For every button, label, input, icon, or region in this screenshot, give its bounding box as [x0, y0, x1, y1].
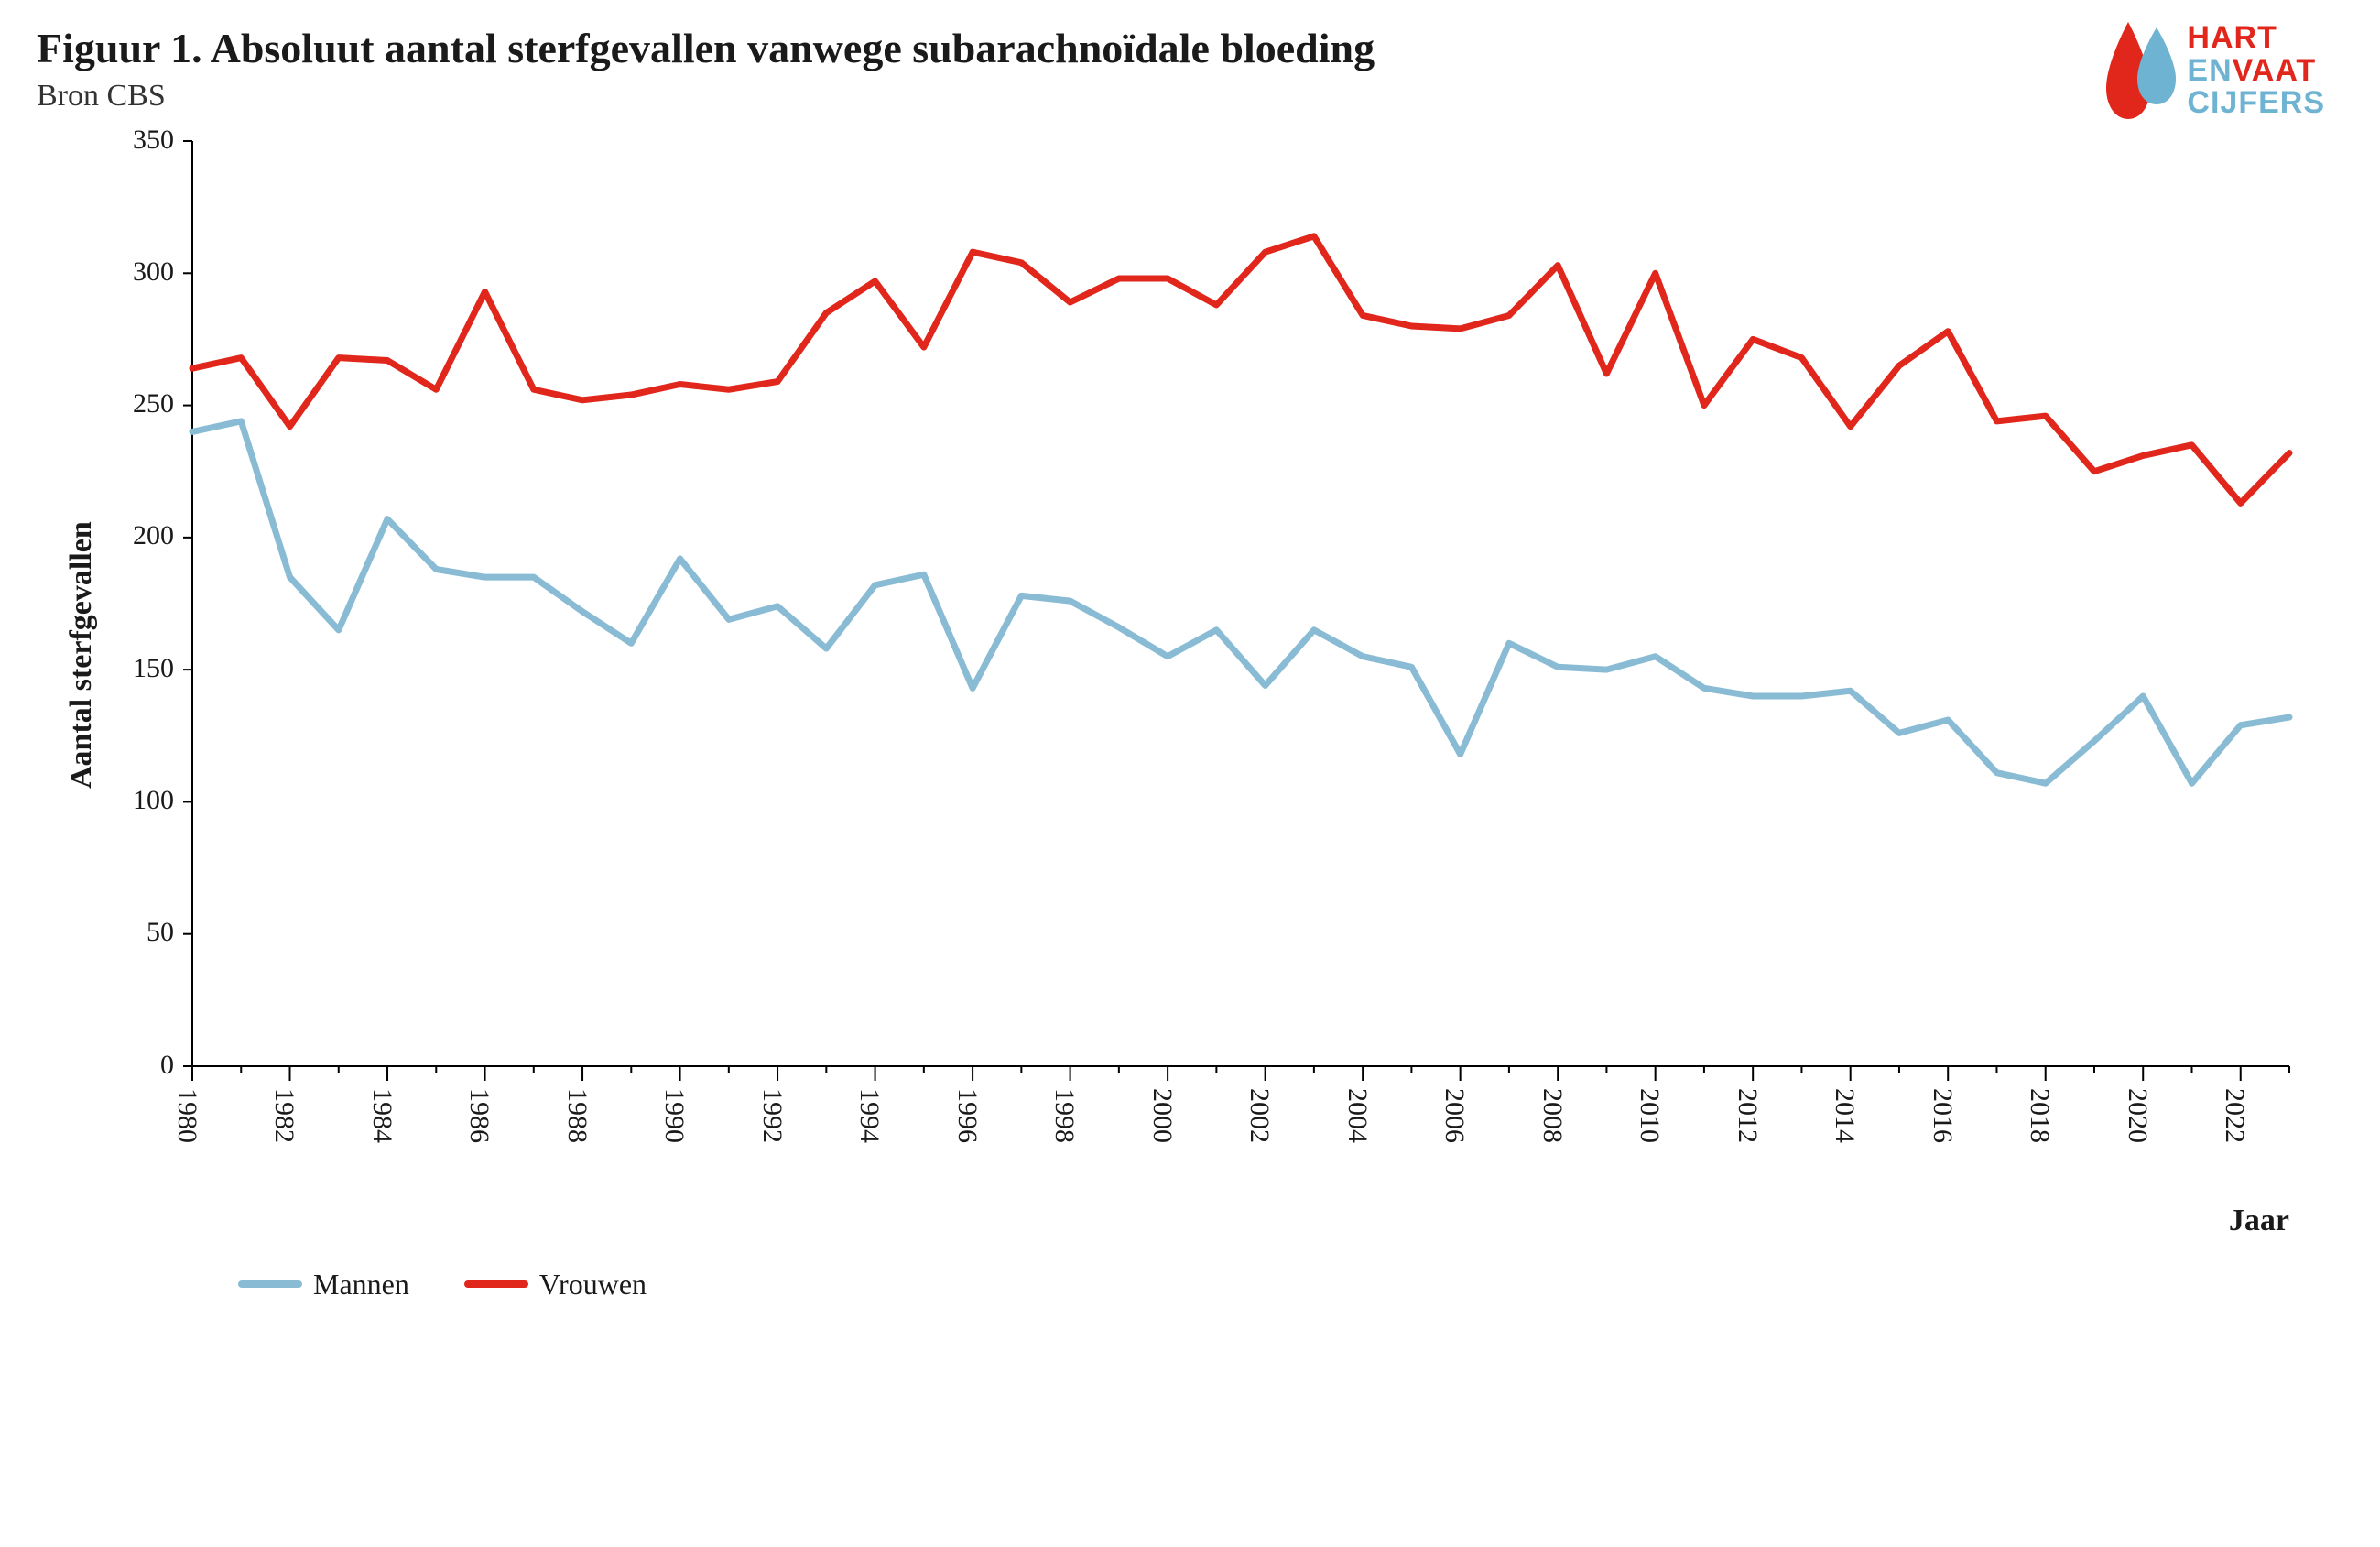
x-tick-label: 2004 [1342, 1088, 1373, 1143]
y-tick-label: 150 [101, 653, 174, 684]
y-tick-label: 200 [101, 520, 174, 551]
figure-page: Figuur 1. Absoluut aantal sterfgevallen … [0, 0, 2380, 1547]
x-tick-label: 1994 [853, 1088, 885, 1143]
x-tick-label: 2002 [1244, 1088, 1275, 1143]
x-tick-label: 2010 [1634, 1088, 1665, 1143]
x-tick-label: 2022 [2219, 1088, 2250, 1143]
y-tick-label: 50 [101, 917, 174, 948]
y-axis-label: Aantal sterfgevallen [64, 521, 99, 789]
legend-item-vrouwen: Vrouwen [464, 1268, 647, 1302]
x-tick-label: 1988 [561, 1088, 592, 1143]
legend: Mannen Vrouwen [238, 1268, 647, 1302]
x-tick-label: 1998 [1049, 1088, 1080, 1143]
legend-label: Mannen [313, 1268, 409, 1302]
y-tick-label: 350 [101, 125, 174, 156]
x-axis-label: Jaar [2229, 1204, 2289, 1238]
legend-swatch [238, 1280, 302, 1288]
x-tick-label: 2006 [1439, 1088, 1470, 1143]
legend-item-mannen: Mannen [238, 1268, 409, 1302]
series-line-mannen [192, 420, 2289, 782]
x-tick-label: 1990 [658, 1088, 690, 1143]
chart-subtitle: Bron CBS [37, 79, 2343, 114]
chart-container: 0 50 100 150 200 250 300 350 1980 1982 1984 1986 198… [37, 123, 2344, 1286]
x-tick-label: 2016 [1927, 1088, 1958, 1143]
x-tick-label: 2018 [2024, 1088, 2055, 1143]
x-tick-label: 1980 [171, 1088, 202, 1143]
x-tick-label: 2020 [2122, 1088, 2153, 1143]
y-tick-label: 0 [101, 1050, 174, 1081]
x-tick-label: 1992 [756, 1088, 788, 1143]
x-tick-label: 1984 [366, 1088, 397, 1143]
y-tick-label: 100 [101, 785, 174, 816]
chart-title: Figuur 1. Absoluut aantal sterfgevallen … [37, 22, 1593, 75]
header: Figuur 1. Absoluut aantal sterfgevallen … [37, 22, 2343, 114]
x-tick-label: 2012 [1732, 1088, 1763, 1143]
logo-text: HART ENVAAT CIJFERS [2187, 22, 2325, 120]
legend-swatch [464, 1280, 528, 1288]
x-tick-label: 1986 [463, 1088, 494, 1143]
x-tick-label: 1982 [268, 1088, 299, 1143]
heart-logo-icon [2106, 22, 2178, 123]
brand-logo: HART ENVAAT CIJFERS [2106, 22, 2325, 123]
y-tick-label: 250 [101, 388, 174, 419]
x-tick-label: 1996 [951, 1088, 983, 1143]
series-line-vrouwen [192, 235, 2289, 502]
y-tick-label: 300 [101, 256, 174, 288]
legend-label: Vrouwen [539, 1268, 647, 1302]
x-tick-label: 2000 [1147, 1088, 1178, 1143]
x-tick-label: 2014 [1829, 1088, 1860, 1143]
x-tick-label: 2008 [1537, 1088, 1568, 1143]
